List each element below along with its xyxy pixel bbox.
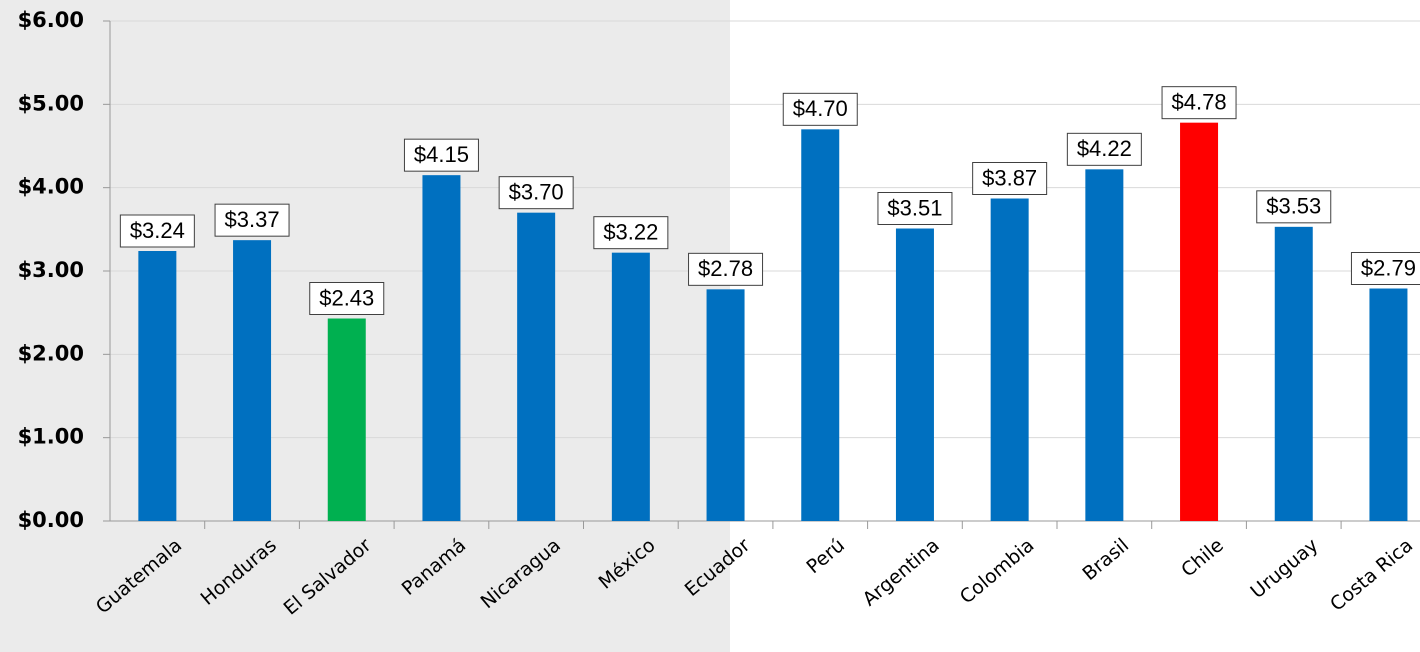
bar <box>138 251 177 521</box>
value-label-box <box>1350 252 1420 285</box>
value-label: $4.15 <box>414 142 469 167</box>
value-label: $2.43 <box>319 285 374 310</box>
value-label-box <box>309 282 385 315</box>
value-label-box <box>782 92 858 126</box>
value-label: $2.79 <box>1361 255 1416 280</box>
value-label: $2.78 <box>698 256 753 281</box>
value-label-box <box>119 214 195 248</box>
value-label-box <box>1256 190 1332 224</box>
bar <box>327 318 366 521</box>
bar <box>1085 169 1124 522</box>
value-label-box <box>498 176 574 210</box>
value-label: $3.53 <box>1266 194 1321 219</box>
x-tick-label: Costa Rica <box>1326 534 1417 615</box>
y-tick-label: $6.00 <box>18 8 84 32</box>
value-label-box <box>214 203 290 237</box>
bar <box>611 252 650 521</box>
y-tick-label: $1.00 <box>18 425 84 449</box>
value-label-box <box>877 192 953 225</box>
value-label-box <box>688 252 764 286</box>
value-label-box <box>972 162 1048 195</box>
bar <box>801 129 840 522</box>
value-label: $4.70 <box>793 96 848 121</box>
value-label: $4.78 <box>1172 89 1227 114</box>
value-label-box <box>1161 86 1237 120</box>
x-tick-label: Perú <box>802 534 849 578</box>
y-tick-label: $0.00 <box>18 508 84 532</box>
bar <box>1274 226 1313 522</box>
value-label: $3.51 <box>887 195 942 220</box>
bar <box>706 289 745 521</box>
y-tick-label: $4.00 <box>18 175 84 199</box>
bar <box>1369 288 1408 521</box>
x-tick-label: Uruguay <box>1246 534 1322 603</box>
value-label-box <box>403 138 479 172</box>
value-label: $3.87 <box>982 165 1037 190</box>
bar <box>990 198 1029 521</box>
value-label-box <box>1066 132 1142 166</box>
bar <box>422 175 461 521</box>
y-tick-label: $3.00 <box>18 258 84 282</box>
value-label: $3.24 <box>130 218 185 243</box>
y-tick-label: $5.00 <box>18 91 84 115</box>
value-label: $3.70 <box>509 179 564 204</box>
value-label: $3.37 <box>225 207 280 232</box>
x-tick-label: Colombia <box>956 534 1039 608</box>
y-tick-label: $2.00 <box>18 341 84 365</box>
x-tick-label: Chile <box>1177 534 1228 581</box>
bar <box>1180 122 1219 522</box>
x-tick-label: Brasil <box>1078 534 1133 585</box>
value-label: $4.22 <box>1077 136 1132 161</box>
value-label: $3.22 <box>603 219 658 244</box>
bar <box>517 212 556 521</box>
bar <box>233 240 272 521</box>
bar <box>895 228 934 521</box>
value-label-box <box>593 216 669 250</box>
x-tick-label: Argentina <box>859 534 944 610</box>
